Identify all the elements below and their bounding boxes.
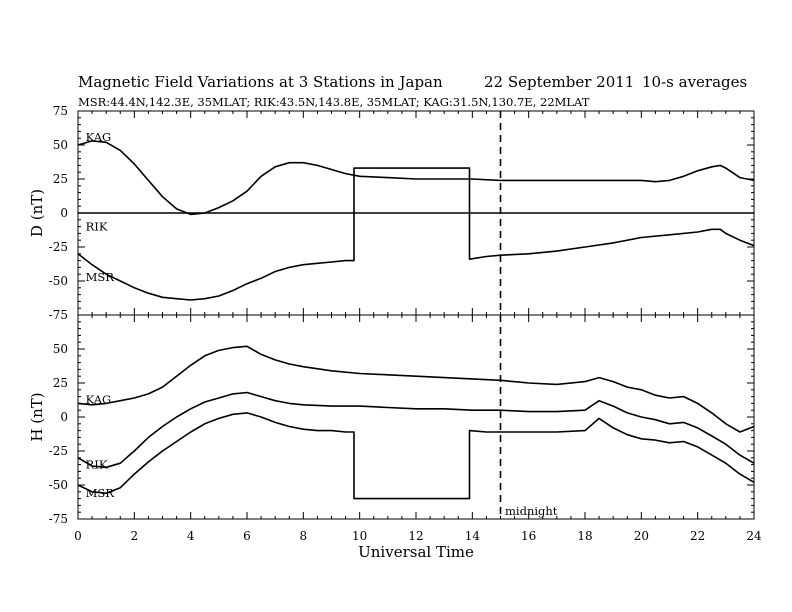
h-label-msr: MSR bbox=[86, 486, 115, 500]
d-y-tick-label: 75 bbox=[53, 104, 68, 118]
h-axis-title: H (nT) bbox=[28, 392, 46, 441]
d-y-tick-label: 25 bbox=[53, 172, 68, 186]
x-tick-label: 0 bbox=[74, 529, 82, 543]
h-panel-frame bbox=[77, 314, 755, 520]
x-tick-label: 6 bbox=[243, 529, 251, 543]
d-y-tick-label: -25 bbox=[49, 240, 68, 254]
d-series-group bbox=[77, 140, 755, 301]
d-label-kag: KAG bbox=[86, 130, 112, 144]
d-series-msr bbox=[77, 167, 755, 301]
h-series-group bbox=[77, 345, 755, 500]
h-series-kag bbox=[77, 345, 755, 433]
x-tick-label: 20 bbox=[634, 529, 649, 543]
x-tick-label: 24 bbox=[746, 529, 762, 543]
h-station-labels: KAG RIK MSR bbox=[86, 392, 115, 500]
midnight-label: midnight bbox=[505, 504, 558, 518]
x-tick-label: 2 bbox=[131, 529, 139, 543]
x-tick-label: 8 bbox=[300, 529, 308, 543]
x-tick-label: 14 bbox=[465, 529, 481, 543]
h-y-tick-label: 0 bbox=[60, 410, 68, 424]
chart-date: 22 September 2011 bbox=[484, 73, 634, 91]
h-series-rik bbox=[77, 391, 755, 469]
d-station-labels: KAG RIK MSR bbox=[86, 130, 115, 284]
x-axis-title: Universal Time bbox=[358, 543, 474, 561]
d-y-tick-label: -50 bbox=[49, 274, 68, 288]
d-axis-title: D (nT) bbox=[28, 189, 46, 237]
x-tick-label: 12 bbox=[408, 529, 423, 543]
x-tick-label: 16 bbox=[521, 529, 536, 543]
d-panel: 75 50 25 0 -25 -50 -75 KAG RIK MSR D (nT) bbox=[28, 104, 755, 322]
h-y-tick-label: -50 bbox=[49, 478, 68, 492]
x-tick-label: 4 bbox=[187, 529, 195, 543]
h-x-ticks: 0 2 4 6 8 10 12 14 16 18 20 22 24 bbox=[74, 315, 762, 543]
h-y-tick-label: -75 bbox=[49, 512, 68, 526]
x-tick-label: 22 bbox=[690, 529, 705, 543]
chart-title: Magnetic Field Variations at 3 Stations … bbox=[78, 73, 443, 91]
d-series-kag bbox=[77, 140, 755, 216]
x-tick-label: 18 bbox=[577, 529, 592, 543]
h-y-tick-label: -25 bbox=[49, 444, 68, 458]
d-y-tick-label: 0 bbox=[60, 206, 68, 220]
d-y-tick-label: -75 bbox=[49, 308, 68, 322]
h-y-tick-label: 25 bbox=[53, 376, 68, 390]
chart-subtitle: MSR:44.4N,142.3E, 35MLAT; RIK:43.5N,143.… bbox=[78, 95, 590, 109]
h-label-kag: KAG bbox=[86, 392, 112, 406]
d-label-msr: MSR bbox=[86, 270, 115, 284]
h-series-msr bbox=[77, 412, 755, 500]
h-y-ticks: 50 25 0 -25 -50 -75 bbox=[49, 321, 754, 526]
chart-averaging: 10-s averages bbox=[642, 73, 747, 91]
d-y-tick-label: 50 bbox=[53, 138, 68, 152]
h-label-rik: RIK bbox=[86, 458, 108, 472]
h-y-tick-label: 50 bbox=[53, 342, 68, 356]
x-tick-label: 10 bbox=[352, 529, 367, 543]
d-label-rik: RIK bbox=[86, 220, 108, 234]
